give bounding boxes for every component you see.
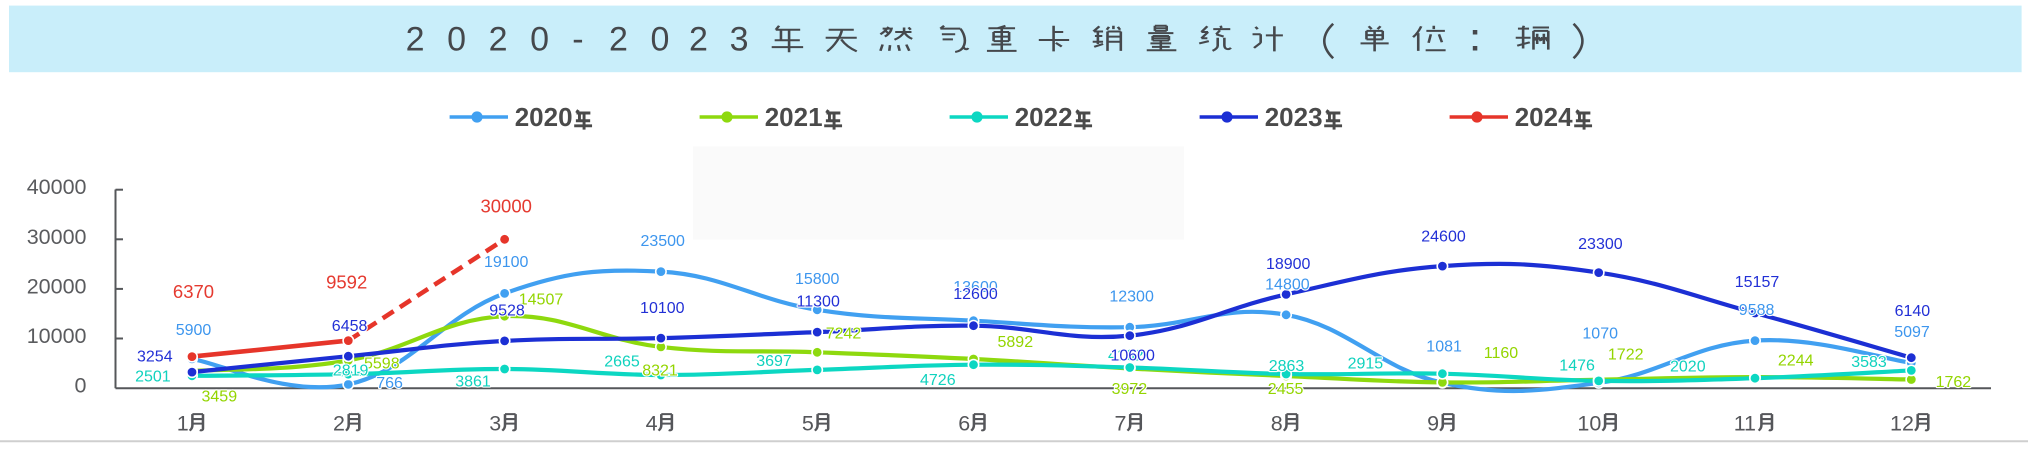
svg-text:2819: 2819	[333, 363, 369, 380]
svg-text:14800: 14800	[1265, 277, 1310, 294]
svg-text:1762: 1762	[1936, 374, 1972, 391]
svg-text:15157: 15157	[1735, 274, 1780, 291]
svg-text:23300: 23300	[1578, 236, 1623, 253]
svg-text:40000: 40000	[27, 175, 87, 199]
svg-text:2: 2	[489, 21, 508, 59]
svg-text:30000: 30000	[27, 225, 87, 249]
svg-text:24600: 24600	[1421, 229, 1466, 246]
svg-text:10600: 10600	[1110, 348, 1155, 365]
svg-text:2244: 2244	[1778, 353, 1814, 370]
svg-text:1081: 1081	[1426, 339, 1462, 356]
svg-text:2: 2	[333, 412, 345, 436]
svg-text:6458: 6458	[332, 318, 368, 335]
svg-text:18900: 18900	[1266, 256, 1311, 273]
svg-text:4726: 4726	[920, 372, 956, 389]
svg-text:9588: 9588	[1739, 302, 1775, 319]
svg-text:2: 2	[609, 21, 628, 59]
svg-text:1722: 1722	[1608, 347, 1644, 364]
svg-text:2455: 2455	[1268, 381, 1304, 398]
svg-text:2022: 2022	[1015, 102, 1073, 132]
svg-text:10000: 10000	[27, 324, 87, 348]
svg-text:6: 6	[958, 412, 970, 436]
svg-text:3: 3	[730, 21, 749, 59]
svg-text:2501: 2501	[135, 369, 171, 386]
svg-text:6140: 6140	[1895, 303, 1931, 320]
svg-text:0: 0	[447, 21, 466, 59]
svg-text:2020: 2020	[515, 102, 573, 132]
svg-text:11300: 11300	[797, 293, 840, 310]
svg-text:2021: 2021	[765, 102, 823, 132]
svg-text:2: 2	[689, 21, 708, 59]
svg-text:3459: 3459	[202, 389, 238, 406]
svg-text:7242: 7242	[826, 325, 862, 342]
svg-text:2863: 2863	[1269, 358, 1305, 375]
svg-text:14507: 14507	[519, 291, 564, 308]
svg-text:1070: 1070	[1582, 326, 1618, 343]
svg-text:5: 5	[802, 412, 814, 436]
svg-text:1: 1	[177, 412, 189, 436]
svg-text:7: 7	[1115, 412, 1127, 436]
svg-text:12300: 12300	[1109, 289, 1154, 306]
svg-text:20000: 20000	[27, 274, 87, 298]
svg-text:9528: 9528	[489, 303, 525, 320]
svg-text:12: 12	[1890, 412, 1914, 436]
svg-text:3972: 3972	[1112, 381, 1148, 398]
svg-text:2020: 2020	[1670, 359, 1706, 376]
svg-text:30000: 30000	[480, 195, 531, 216]
svg-text:5598: 5598	[364, 356, 400, 373]
svg-text:2: 2	[406, 21, 425, 59]
svg-text:6370: 6370	[173, 281, 214, 302]
svg-text:3583: 3583	[1851, 354, 1887, 371]
svg-text:10: 10	[1577, 412, 1601, 436]
svg-text:0: 0	[530, 21, 549, 59]
svg-text:-: -	[572, 21, 583, 59]
svg-text:15800: 15800	[795, 271, 840, 288]
svg-text:2915: 2915	[1348, 355, 1384, 372]
svg-text:5097: 5097	[1894, 324, 1930, 341]
svg-text:766: 766	[376, 375, 403, 392]
svg-text:2024: 2024	[1515, 102, 1573, 132]
svg-text:5900: 5900	[176, 322, 212, 339]
svg-text:8321: 8321	[642, 363, 678, 380]
svg-text:3254: 3254	[137, 349, 173, 366]
svg-text:23500: 23500	[640, 233, 685, 250]
svg-text:8: 8	[1271, 412, 1283, 436]
svg-text:4162: 4162	[1108, 348, 1144, 365]
svg-text:1160: 1160	[1484, 345, 1519, 362]
svg-text:4: 4	[646, 412, 658, 436]
svg-text:2023: 2023	[1265, 102, 1323, 132]
svg-text:3697: 3697	[756, 353, 792, 370]
svg-text:12600: 12600	[953, 286, 998, 303]
svg-text:9592: 9592	[326, 272, 367, 293]
svg-text:13600: 13600	[953, 279, 998, 296]
svg-text:0: 0	[75, 374, 87, 398]
svg-text:9: 9	[1427, 412, 1439, 436]
svg-text:3: 3	[489, 412, 501, 436]
svg-text:10100: 10100	[640, 300, 685, 317]
svg-text:1476: 1476	[1559, 358, 1595, 375]
svg-text:11: 11	[1734, 412, 1756, 436]
svg-text:5892: 5892	[998, 334, 1034, 351]
svg-text:2665: 2665	[604, 354, 640, 371]
svg-text:3861: 3861	[455, 373, 491, 390]
svg-text:0: 0	[651, 21, 670, 59]
svg-text:19100: 19100	[484, 254, 529, 271]
